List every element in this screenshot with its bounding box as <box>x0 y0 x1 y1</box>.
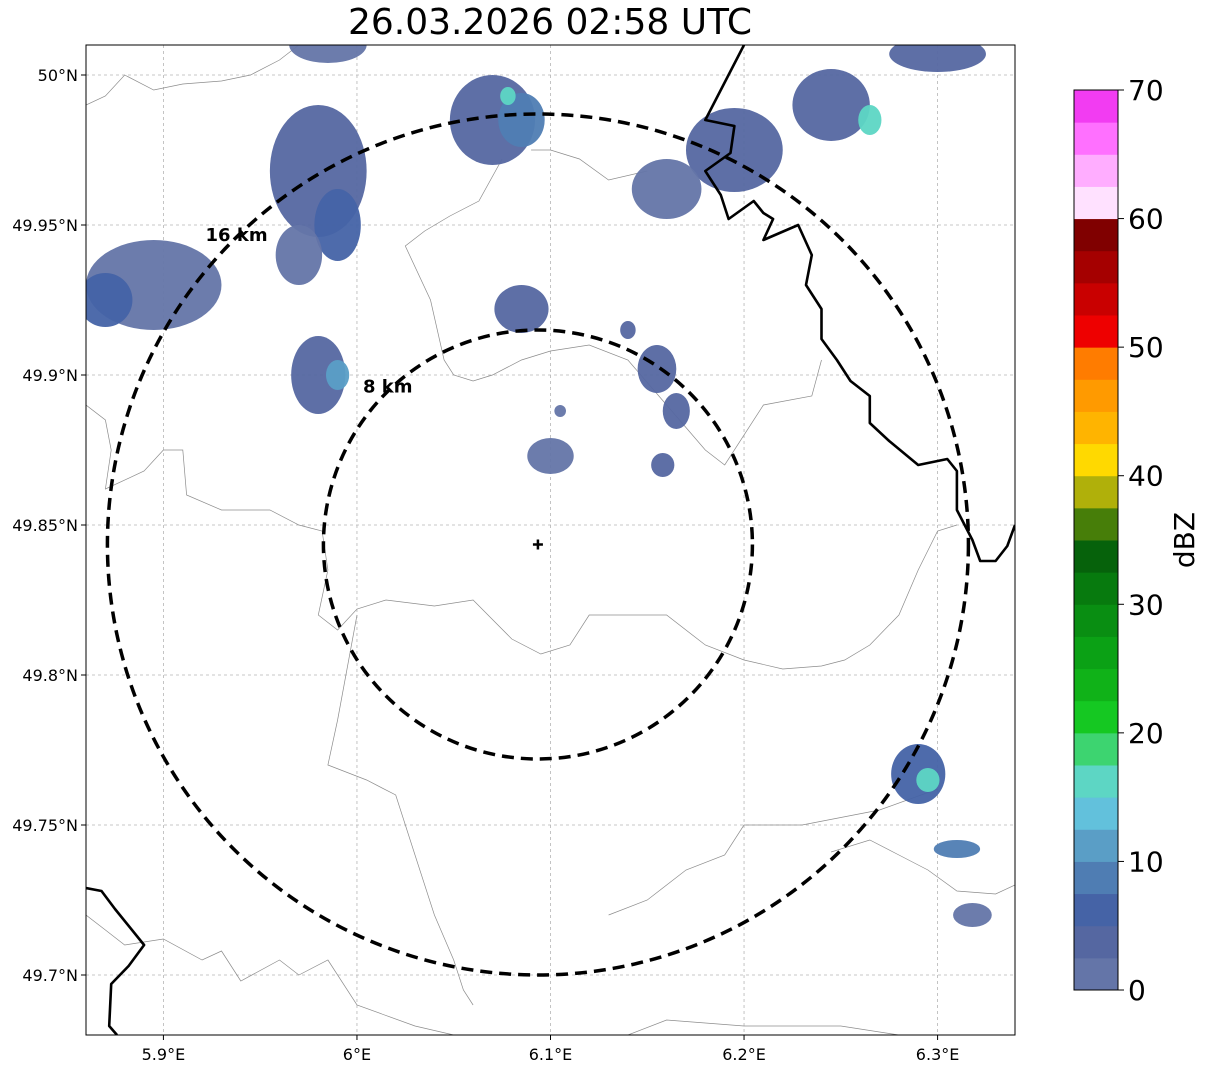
colorbar-bin <box>1074 636 1118 670</box>
range-ring <box>321 328 755 761</box>
colorbar-bin <box>1074 797 1118 830</box>
latitude-ticks: 49.7°N 49.75°N 49.8°N 49.85°N 49.9°N 49.95°N 5… <box>12 66 86 985</box>
colorbar-bin <box>1074 540 1118 573</box>
colorbar-tick-label: 40 <box>1128 460 1164 493</box>
echo-cell <box>500 87 516 105</box>
colorbar-tick-label: 20 <box>1128 717 1164 750</box>
colorbar-bin <box>1074 732 1118 766</box>
y-tick-label: 49.7°N <box>22 966 78 985</box>
colorbar-frame <box>1073 89 1119 991</box>
x-tick-label: 6.3°E <box>916 1045 960 1064</box>
y-tick-label: 49.75°N <box>12 816 78 835</box>
echo-cell <box>685 108 783 192</box>
admin-boundary-line <box>327 614 474 1006</box>
colorbar-bin <box>1074 572 1118 605</box>
echo-cell <box>651 453 675 477</box>
admin-boundary-line <box>86 914 454 1035</box>
longitude-ticks: 5.9°E 6°E 6.1°E 6.2°E 6.3°E <box>142 1035 960 1064</box>
echo-cell <box>858 105 882 135</box>
colorbar-bin <box>1074 765 1118 798</box>
colorbar-bin <box>1074 700 1118 734</box>
gridlines <box>86 45 1015 1035</box>
colorbar-bin <box>1074 379 1118 412</box>
admin-boundaries <box>86 45 1015 1035</box>
echo-cell <box>637 345 677 393</box>
echo-cell <box>275 225 323 285</box>
y-tick-label: 50°N <box>38 66 78 85</box>
admin-boundary-line <box>608 788 938 916</box>
y-tick-label: 49.95°N <box>12 216 78 235</box>
colorbar-bin <box>1074 443 1118 477</box>
colorbar-bin <box>1074 186 1118 220</box>
echo-cell <box>314 189 361 261</box>
range-ring-label: 8 km <box>363 376 413 397</box>
x-tick-label: 5.9°E <box>142 1045 186 1064</box>
x-tick-label: 6.1°E <box>529 1045 573 1064</box>
colorbar-bin <box>1074 218 1118 252</box>
colorbar-bin <box>1074 957 1118 991</box>
colorbar-tick-label: 0 <box>1128 974 1146 1007</box>
y-tick-label: 49.8°N <box>22 666 78 685</box>
echo-cell <box>916 768 940 792</box>
country-border-line <box>704 45 1015 563</box>
echo-cell <box>631 159 702 219</box>
country-border-line <box>86 886 146 1035</box>
admin-boundary-line <box>531 149 648 181</box>
reflectivity-echoes <box>86 45 992 927</box>
echo-cell <box>527 438 574 474</box>
admin-boundary-line <box>86 404 958 670</box>
y-tick-label: 49.85°N <box>12 516 78 535</box>
y-tick-label: 49.9°N <box>22 366 78 385</box>
colorbar-tick-label: 60 <box>1128 203 1164 236</box>
colorbar-bin <box>1074 604 1118 637</box>
echo-cell <box>494 285 549 333</box>
colorbar-bin <box>1074 154 1118 187</box>
colorbar-bin <box>1074 668 1118 702</box>
colorbar-bin <box>1074 90 1118 123</box>
colorbar-tick-label: 10 <box>1128 845 1164 878</box>
colorbar-bin <box>1074 315 1118 348</box>
colorbar-bin <box>1074 411 1118 445</box>
range-ring-label: 16 km <box>206 225 268 246</box>
colorbar-tick-label: 70 <box>1128 74 1164 107</box>
range-rings: 8 km 16 km <box>105 112 971 977</box>
echo-cell <box>889 45 986 72</box>
colorbar-bin <box>1074 475 1118 509</box>
colorbar-bin <box>1074 893 1118 927</box>
colorbar-bin <box>1074 925 1118 959</box>
country-borders <box>86 45 1015 1035</box>
colorbar-bin <box>1074 282 1118 316</box>
colorbar-label: dBZ <box>1168 512 1201 568</box>
colorbar-bin <box>1074 347 1118 380</box>
echo-cell <box>792 69 870 141</box>
admin-boundary-line <box>830 839 1015 895</box>
admin-boundary-line <box>627 1019 899 1035</box>
colorbar-tick-label: 30 <box>1128 588 1164 621</box>
x-tick-label: 6.2°E <box>722 1045 766 1064</box>
echo-cell <box>289 45 367 63</box>
echo-cell <box>498 93 545 147</box>
admin-boundary-line <box>86 45 300 106</box>
echo-cell <box>662 393 690 429</box>
echo-cell <box>325 360 350 390</box>
range-ring <box>105 112 971 977</box>
x-tick-label: 6°E <box>343 1045 371 1064</box>
colorbar-bin <box>1074 829 1118 862</box>
echo-cell <box>291 336 346 414</box>
dbz-colorbar: 0 10 20 30 40 50 60 70 dBZ <box>1073 74 1201 1007</box>
map-title: 26.03.2026 02:58 UTC <box>347 2 753 43</box>
colorbar-bin <box>1074 122 1118 155</box>
colorbar-bin <box>1074 250 1118 284</box>
admin-boundary-line <box>404 158 822 466</box>
colorbar-bin <box>1074 507 1118 541</box>
radar-site <box>532 539 543 550</box>
colorbar-tick-label: 50 <box>1128 331 1164 364</box>
echo-cell <box>933 840 981 858</box>
echo-cell <box>554 405 566 417</box>
echo-cell <box>620 321 636 339</box>
colorbar-bin <box>1074 861 1118 895</box>
echo-cell <box>86 273 133 327</box>
echo-cell <box>953 903 992 927</box>
